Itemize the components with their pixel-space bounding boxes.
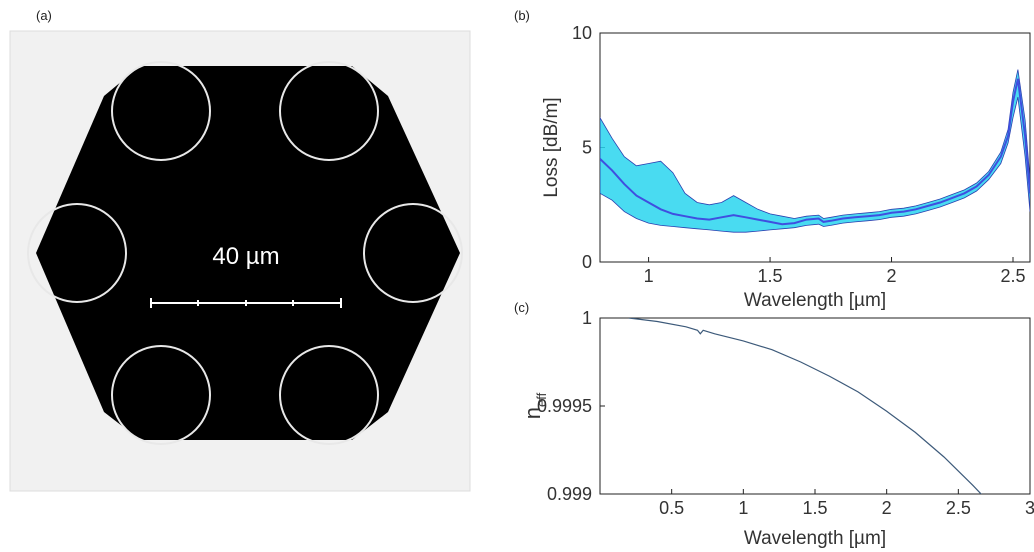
scale-bar — [150, 298, 342, 308]
capillary-tube-5 — [111, 345, 211, 445]
panel-a-tag: (a) — [36, 8, 52, 23]
y-tick-label: 1 — [582, 308, 592, 328]
y-tick-label: 10 — [572, 23, 592, 43]
axes-frame — [599, 32, 1031, 263]
x-axis-label: Wavelength [µm] — [744, 290, 886, 311]
loss-uncertainty-band — [600, 69, 1030, 233]
x-tick-label: 1.5 — [758, 266, 783, 286]
y-axis-label-subscript: eff — [534, 392, 549, 407]
panel-a: (a) 40 µm — [9, 8, 471, 492]
y-tick-label: 0 — [582, 252, 592, 272]
loss-chart: 1 1.5 2 2.5 0 5 10 Wavelength [µm] Loss [dB/m] — [541, 23, 1031, 311]
x-tick-label: 2.5 — [946, 498, 971, 518]
capillary-tube-2 — [279, 61, 379, 161]
panel-c-tag: (c) — [514, 300, 529, 315]
x-tick-label: 1 — [738, 498, 748, 518]
plot-area — [600, 69, 1030, 233]
capillary-tube-4 — [363, 203, 463, 303]
capillary-tube-1 — [111, 61, 211, 161]
capillary-tube-6 — [279, 345, 379, 445]
mean-series-line — [600, 78, 1030, 226]
x-axis-label: Wavelength [µm] — [744, 528, 886, 549]
y-axis-label: neff — [520, 392, 549, 419]
data-series-line — [628, 318, 982, 494]
neff-chart: 0.5 1 1.5 2 2.5 3 0.999 0.9995 1 Wavelength [µm] n… — [520, 308, 1034, 549]
hexagonal-core — [36, 66, 460, 440]
y-axis-label-text: Loss [dB/m] — [541, 97, 562, 197]
capillary-tube-3 — [27, 203, 127, 303]
y-axis-label: Loss [dB/m] — [541, 97, 562, 197]
y-tick-label: 0.999 — [547, 484, 592, 504]
y-tick-label: 5 — [582, 138, 592, 158]
plot-area — [628, 318, 982, 494]
x-tick-label: 2.5 — [1000, 266, 1025, 286]
x-tick-label: 1 — [644, 266, 654, 286]
scale-bar-label: 40 µm — [212, 243, 279, 270]
axes-frame — [599, 317, 1031, 495]
y-axis-label-text: n — [520, 407, 545, 419]
panel-b-tag: (b) — [514, 8, 530, 23]
y-tick-label: 0.9995 — [537, 396, 592, 416]
x-tick-label: 3 — [1025, 498, 1034, 518]
x-tick-label: 2 — [887, 266, 897, 286]
panel-c: (c) 0.5 1 1.5 2 2.5 3 0.999 0.9995 1 Wavelength [… — [514, 300, 1034, 549]
x-tick-label: 1.5 — [802, 498, 827, 518]
panel-b: (b) 1 1.5 2 2.5 0 5 10 Wavelength [µm] Loss [dB/… — [514, 8, 1031, 311]
x-tick-label: 2 — [882, 498, 892, 518]
x-tick-label: 0.5 — [659, 498, 684, 518]
